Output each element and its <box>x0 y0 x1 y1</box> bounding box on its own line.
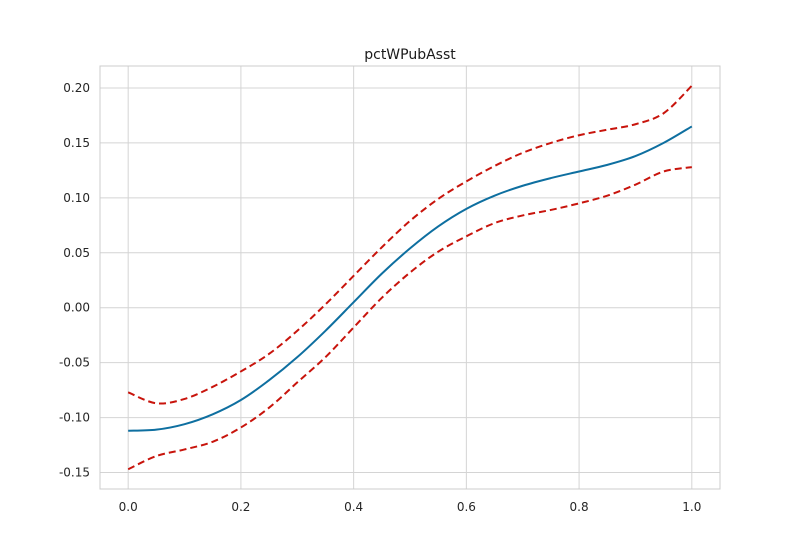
plot-frame <box>99 65 721 490</box>
confidence-band-line <box>127 85 693 405</box>
y-tick-label: 0.00 <box>63 301 90 315</box>
y-tick-label: 0.15 <box>63 136 90 150</box>
y-tick-label: 0.20 <box>63 81 90 95</box>
series-group <box>127 85 693 471</box>
estimate-line <box>128 125 693 432</box>
chart-title: pctWPubAsst <box>364 47 456 63</box>
y-tick-label: 0.10 <box>63 191 90 205</box>
y-tick-label: -0.05 <box>59 356 90 370</box>
y-tick-label: -0.10 <box>59 411 90 425</box>
x-tick-label: 0.8 <box>570 500 589 514</box>
y-tick-label: 0.05 <box>63 246 90 260</box>
x-tick-label: 0.6 <box>457 500 476 514</box>
x-axis: 0.0 0.2 0.4 0.6 0.8 1.0 <box>119 500 702 514</box>
grid <box>100 66 720 489</box>
confidence-band-line <box>127 166 692 471</box>
x-tick-label: 0.0 <box>119 500 138 514</box>
x-tick-label: 0.4 <box>344 500 363 514</box>
x-tick-label: 1.0 <box>682 500 701 514</box>
y-axis: -0.15 -0.10 -0.05 0.00 0.05 0.10 0.15 0.20 <box>59 81 90 480</box>
y-tick-label: -0.15 <box>59 466 90 480</box>
x-tick-label: 0.2 <box>231 500 250 514</box>
